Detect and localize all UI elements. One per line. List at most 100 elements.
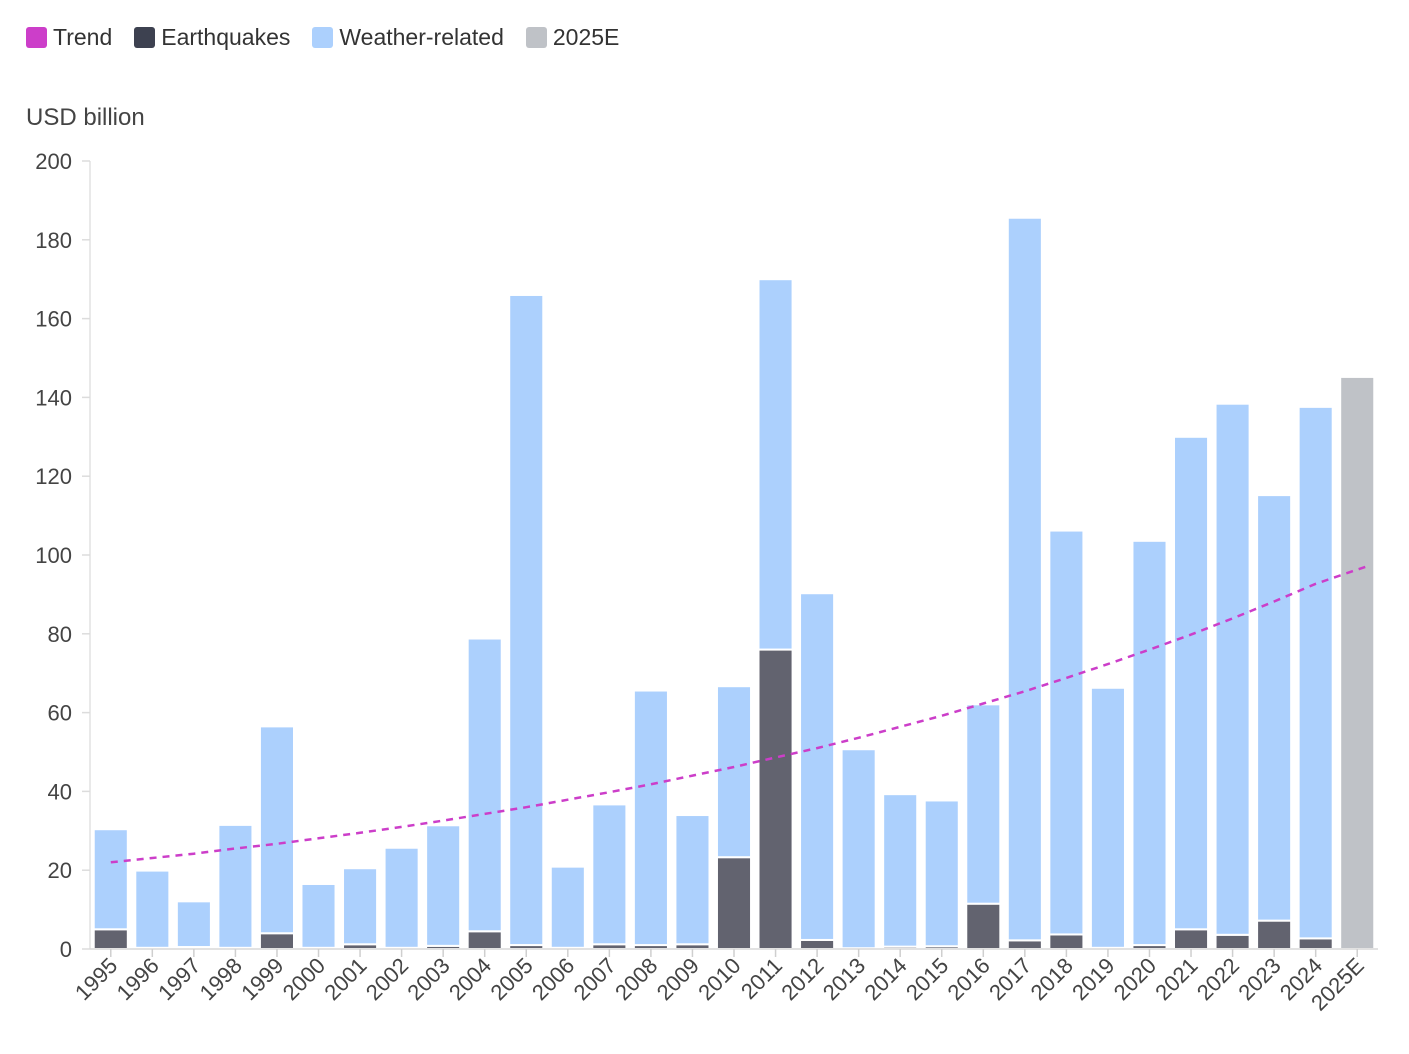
legend-swatch-weather: [312, 27, 334, 48]
x-tick-label: 1999: [236, 953, 288, 1005]
legend-item-trend[interactable]: Trend: [26, 24, 112, 51]
bar-weather-related-2019[interactable]: [1089, 686, 1126, 949]
x-tick-label: 2020: [1109, 953, 1161, 1005]
legend-item-earthquakes[interactable]: Earthquakes: [134, 24, 290, 51]
y-tick-label: 60: [48, 701, 72, 726]
bar-weather-related-1995[interactable]: [92, 828, 129, 931]
bar-weather-related-2020[interactable]: [1131, 539, 1168, 947]
chart-legend: Trend Earthquakes Weather-related 2025E: [26, 24, 619, 51]
bar-earthquakes-2010[interactable]: [715, 856, 753, 951]
bar-2025e-2025e[interactable]: [1339, 375, 1376, 951]
bar-weather-related-2021[interactable]: [1173, 435, 1210, 931]
legend-label-2025e: 2025E: [552, 24, 620, 50]
bar-weather-related-1996[interactable]: [134, 869, 171, 949]
y-tick-label: 100: [35, 543, 72, 568]
bar-weather-related-2023[interactable]: [1256, 494, 1293, 922]
bar-weather-related-2009[interactable]: [674, 814, 711, 946]
bar-weather-related-2024[interactable]: [1297, 405, 1334, 940]
x-tick-label: 2003: [402, 953, 454, 1005]
trend-line[interactable]: [110, 564, 1371, 864]
x-tick-label: 2009: [652, 953, 704, 1005]
legend-label-trend: Trend: [53, 24, 113, 50]
y-tick-label: 80: [48, 622, 72, 647]
x-tick-label: 2021: [1150, 953, 1202, 1005]
x-tick-label: 2013: [818, 953, 870, 1005]
x-tick-label: 2006: [527, 953, 579, 1005]
bar-earthquakes-2011[interactable]: [757, 648, 794, 950]
bar-weather-related-2000[interactable]: [300, 882, 337, 949]
bar-earthquakes-1995[interactable]: [92, 928, 129, 950]
bar-weather-related-2011[interactable]: [757, 278, 794, 651]
bar-weather-related-2002[interactable]: [383, 846, 420, 949]
y-tick-label: 140: [35, 385, 72, 410]
y-tick-label: 200: [35, 149, 72, 174]
x-axis: 1995199619971998199920002001200220032004…: [70, 948, 1378, 1016]
legend-swatch-2025e: [525, 27, 547, 48]
legend-swatch-earthquakes: [134, 27, 156, 48]
bar-weather-related-2015[interactable]: [923, 799, 960, 948]
bar-weather-related-2016[interactable]: [965, 703, 1002, 905]
bar-weather-related-2013[interactable]: [840, 748, 877, 950]
bar-weather-related-2008[interactable]: [632, 689, 669, 947]
x-tick-label: 2008: [610, 953, 662, 1005]
x-tick-label: 2014: [859, 953, 911, 1005]
legend-item-2025e[interactable]: 2025E: [525, 24, 620, 51]
x-tick-label: 2000: [278, 953, 330, 1005]
bar-earthquakes-2021[interactable]: [1173, 928, 1210, 950]
legend-item-weather[interactable]: Weather-related: [312, 24, 504, 51]
x-tick-label: 2011: [736, 953, 787, 1004]
x-tick-label: 1996: [112, 953, 164, 1005]
bar-weather-related-2022[interactable]: [1214, 402, 1251, 936]
legend-label-earthquakes: Earthquakes: [161, 24, 291, 50]
x-tick-label: 2015: [901, 953, 953, 1005]
x-tick-label: 2018: [1026, 953, 1078, 1005]
bar-weather-related-2018[interactable]: [1048, 529, 1085, 936]
x-tick-label: 2001: [319, 953, 371, 1005]
legend-label-weather: Weather-related: [339, 24, 504, 50]
x-tick-label: 2016: [943, 953, 995, 1005]
x-tick-label: 2023: [1233, 953, 1285, 1005]
x-tick-label: 1998: [195, 953, 247, 1005]
legend-swatch-trend: [26, 27, 47, 48]
bar-weather-related-2003[interactable]: [425, 824, 462, 947]
bar-earthquakes-2016[interactable]: [965, 902, 1002, 951]
bar-earthquakes-2004[interactable]: [466, 930, 503, 951]
y-tick-label: 120: [35, 464, 72, 489]
bar-weather-related-2012[interactable]: [799, 592, 836, 941]
x-tick-label: 2022: [1192, 953, 1244, 1005]
trend-layer: [110, 564, 1371, 864]
bar-weather-related-2004[interactable]: [466, 637, 503, 933]
bar-weather-related-2014[interactable]: [882, 793, 919, 948]
x-tick-label: 2007: [569, 953, 621, 1005]
bar-weather-related-2005[interactable]: [508, 293, 545, 947]
bar-weather-related-2017[interactable]: [1006, 216, 1043, 942]
y-tick-label: 180: [35, 228, 72, 253]
x-tick-label: 2019: [1067, 953, 1119, 1005]
bar-weather-related-2010[interactable]: [715, 685, 753, 859]
bar-weather-related-1997[interactable]: [175, 900, 212, 949]
bar-earthquakes-2023[interactable]: [1256, 919, 1293, 951]
bar-weather-related-2006[interactable]: [549, 865, 586, 949]
bar-earthquakes-2018[interactable]: [1048, 933, 1085, 950]
bar-weather-related-2007[interactable]: [591, 803, 628, 946]
bar-earthquakes-1999[interactable]: [258, 932, 295, 950]
y-tick-label: 0: [60, 937, 72, 962]
x-tick-label: 1995: [70, 953, 122, 1005]
x-tick-label: 2017: [984, 953, 1036, 1005]
y-tick-label: 20: [48, 858, 72, 883]
y-axis: 0 20 40 60 80 100 120 140 160 180 200: [35, 149, 91, 962]
bar-earthquakes-2017[interactable]: [1006, 939, 1043, 951]
y-axis-unit-label: USD billion: [26, 104, 145, 131]
bar-weather-related-2001[interactable]: [342, 867, 379, 946]
y-tick-label: 160: [35, 307, 72, 332]
x-tick-label: 1997: [153, 953, 205, 1005]
bar-earthquakes-2024[interactable]: [1297, 937, 1334, 950]
x-tick-label: 2002: [361, 953, 413, 1005]
bar-weather-related-1998[interactable]: [217, 823, 254, 949]
bar-earthquakes-2012[interactable]: [799, 938, 836, 951]
bar-earthquakes-2022[interactable]: [1214, 933, 1251, 951]
y-tick-label: 40: [48, 779, 72, 804]
x-tick-label: 2012: [776, 953, 828, 1005]
bar-weather-related-1999[interactable]: [258, 725, 295, 935]
x-tick-label: 2005: [486, 953, 538, 1005]
